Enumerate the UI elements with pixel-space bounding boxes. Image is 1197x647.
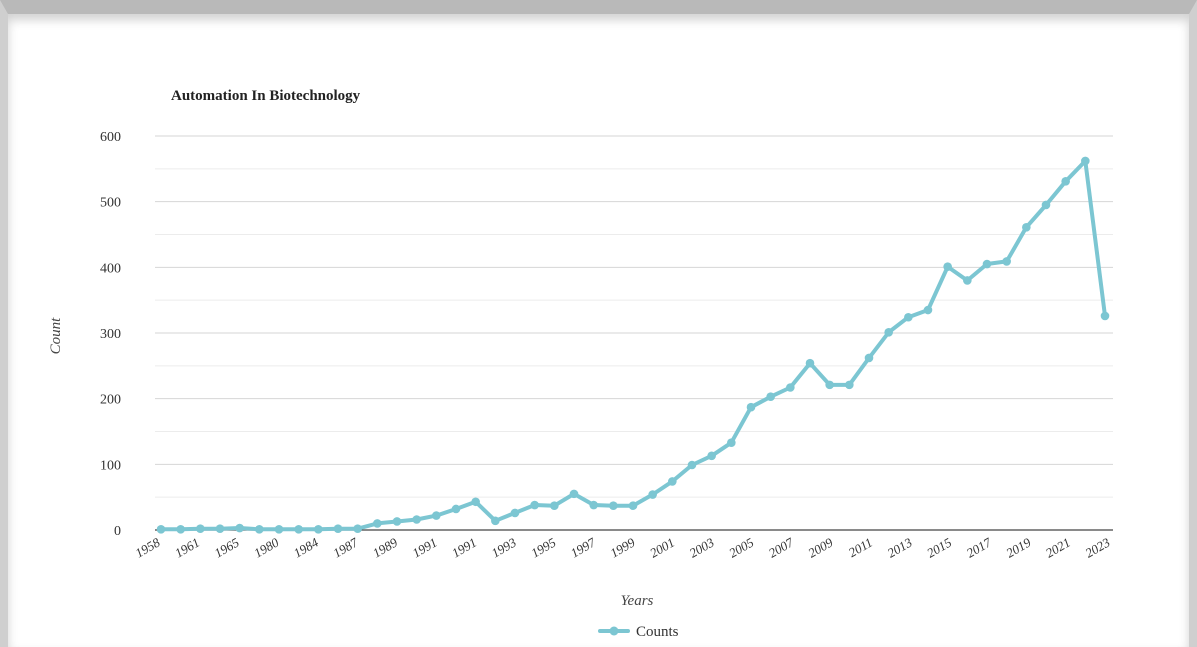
x-tick-label: 2015 <box>924 534 954 560</box>
data-point <box>471 497 480 507</box>
x-tick-label: 2005 <box>726 534 756 560</box>
data-point <box>904 312 913 322</box>
data-point <box>510 508 520 518</box>
x-tick-label: 1991 <box>449 535 479 561</box>
legend-label-counts: Counts <box>636 624 679 640</box>
chart-title: Automation In Biotechnology <box>171 88 361 104</box>
data-point <box>451 504 461 514</box>
series-counts <box>156 156 1110 534</box>
grid <box>155 135 1113 531</box>
data-point <box>1061 177 1070 186</box>
data-point <box>628 501 638 511</box>
data-point <box>274 525 284 534</box>
x-tick-label: 1961 <box>172 535 202 561</box>
data-point <box>648 490 657 499</box>
x-tick-label: 1980 <box>251 534 281 560</box>
data-point <box>1041 200 1051 210</box>
data-point <box>255 525 264 534</box>
x-tick-label: 1997 <box>568 534 598 560</box>
data-point <box>746 402 756 412</box>
y-tick-label: 0 <box>114 524 121 539</box>
data-point <box>1100 311 1110 321</box>
data-point <box>963 276 972 285</box>
data-point <box>314 525 323 534</box>
data-point <box>235 523 244 533</box>
y-tick-label: 200 <box>100 393 121 408</box>
x-tick-label: 2013 <box>885 534 915 560</box>
data-point <box>825 380 834 390</box>
data-point <box>373 519 382 528</box>
x-tick-label: 2019 <box>1003 534 1033 560</box>
data-point <box>786 383 795 392</box>
data-point <box>491 516 500 526</box>
data-point <box>432 511 441 520</box>
data-point <box>668 477 677 486</box>
data-point <box>864 353 874 363</box>
data-point <box>727 438 736 447</box>
data-point <box>805 358 815 368</box>
data-point <box>923 305 933 315</box>
x-axis-label: Years <box>621 593 654 609</box>
y-tick-label: 300 <box>100 327 121 342</box>
y-axis-ticks: 0 100 200 300 400 500 600 <box>100 130 121 539</box>
x-tick-label: 1995 <box>528 534 558 560</box>
x-tick-label: 1989 <box>370 534 400 560</box>
x-tick-label: 2023 <box>1082 534 1112 560</box>
data-point <box>707 451 716 461</box>
x-tick-label: 1993 <box>489 534 519 560</box>
y-tick-label: 500 <box>100 196 121 211</box>
line-chart: Automation In Biotechnology 0 100 200 300 40… <box>48 88 1113 640</box>
y-tick-label: 600 <box>100 130 121 145</box>
data-point <box>943 262 952 271</box>
data-point <box>766 392 775 401</box>
x-tick-label: 2011 <box>846 535 875 561</box>
x-tick-label: 1984 <box>291 534 321 560</box>
x-tick-label: 1965 <box>212 534 242 560</box>
data-point <box>845 380 854 390</box>
data-point <box>353 524 362 533</box>
x-tick-label: 1999 <box>607 534 637 560</box>
data-point <box>412 515 421 524</box>
data-point <box>589 500 598 510</box>
x-tick-label: 2009 <box>805 534 835 560</box>
data-point <box>215 524 225 533</box>
data-point <box>609 501 618 511</box>
x-tick-label: 2003 <box>687 534 717 560</box>
data-point <box>569 489 579 499</box>
x-tick-label: 1958 <box>132 534 162 560</box>
data-point <box>550 501 559 511</box>
y-tick-label: 400 <box>100 261 121 276</box>
data-point <box>333 524 343 533</box>
data-point <box>530 500 539 510</box>
series-line-counts <box>159 159 1107 532</box>
y-axis-label: Count <box>48 317 64 355</box>
data-point <box>294 525 303 534</box>
data-point <box>687 460 697 470</box>
x-tick-label: 2021 <box>1043 535 1073 561</box>
data-point <box>1081 156 1090 166</box>
x-tick-label: 2017 <box>964 534 994 560</box>
data-point <box>196 524 205 533</box>
x-tick-label: 1987 <box>330 534 360 560</box>
x-tick-label: 2001 <box>647 535 677 561</box>
data-point <box>1022 222 1031 232</box>
data-point <box>1002 257 1011 266</box>
legend-dot-marker <box>609 626 619 636</box>
data-point <box>156 525 166 534</box>
data-point <box>982 259 992 269</box>
data-point <box>884 328 893 337</box>
x-tick-label: 1991 <box>410 535 440 561</box>
x-tick-label: 2007 <box>766 534 796 560</box>
data-point <box>392 517 402 526</box>
legend[interactable]: Counts <box>598 624 679 640</box>
y-tick-label: 100 <box>100 458 121 473</box>
data-point <box>176 525 185 534</box>
x-axis-ticks: 1958 1961 1965 1980 1984 1987 1989 1991 1991 1993… <box>132 534 1112 560</box>
